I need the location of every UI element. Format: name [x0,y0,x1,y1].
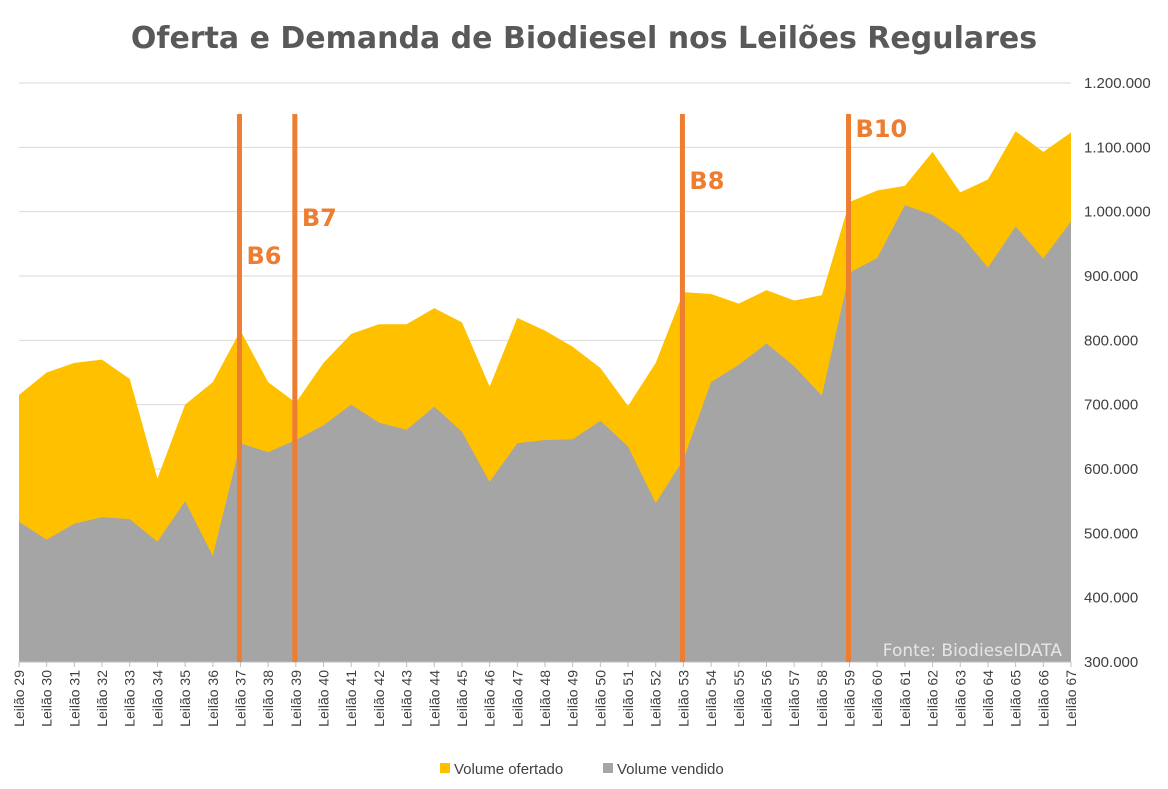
x-tick-label: Leilão 60 [869,670,885,727]
x-tick-label: Leilão 40 [316,670,332,727]
x-tick-label: Leilão 63 [952,670,968,727]
x-tick-label: Leilão 67 [1063,670,1079,727]
marker-label-b10: B10 [856,115,908,143]
legend-label: Volume ofertado [454,761,563,778]
x-tick-label: Leilão 38 [260,670,276,727]
y-tick-label: 1.200.000 [1084,75,1151,92]
x-tick-label: Leilão 57 [786,670,802,727]
x-tick-label: Leilão 66 [1035,670,1051,727]
legend: Volume ofertado Volume vendido [440,761,724,778]
chart-title: Oferta e Demanda de Biodiesel nos Leilõe… [131,21,1037,56]
x-tick-label: Leilão 46 [482,670,498,727]
y-tick-label: 400.000 [1084,590,1138,607]
y-tick-label: 700.000 [1084,397,1138,414]
area-volume-vendido [19,205,1071,663]
x-tick-label: Leilão 59 [842,670,858,727]
marker-label-b7: B7 [302,204,337,232]
y-axis-ticks: 1.200.000 1.100.000 1.000.000 900.000 800.00… [1084,75,1151,671]
y-tick-label: 1.000.000 [1084,204,1151,221]
x-tick-label: Leilão 34 [149,670,165,727]
x-tick-label: Leilão 56 [758,670,774,727]
x-tick-label: Leilão 32 [94,670,110,727]
x-tick-label: Leilão 58 [814,670,830,727]
x-tick-label: Leilão 55 [731,670,747,727]
y-tick-label: 800.000 [1084,332,1138,349]
legend-label: Volume vendido [617,761,724,778]
x-tick-label: Leilão 64 [980,670,996,727]
y-tick-label: 500.000 [1084,525,1138,542]
x-tick-label: Leilão 62 [925,670,941,727]
x-tick-label: Leilão 54 [703,670,719,727]
x-axis-ticks: Leilão 29 Leilão 30 Leilão 31 Leilão 32 Leil… [11,662,1079,727]
x-tick-label: Leilão 45 [454,670,470,727]
x-tick-label: Leilão 61 [897,670,913,727]
x-tick-label: Leilão 44 [426,670,442,727]
x-tick-label: Leilão 29 [11,670,27,727]
x-tick-label: Leilão 50 [592,670,608,727]
x-tick-label: Leilão 30 [39,670,55,727]
x-tick-label: Leilão 35 [177,670,193,727]
x-tick-label: Leilão 39 [288,670,304,727]
marker-label-b6: B6 [246,242,281,270]
x-tick-label: Leilão 52 [648,670,664,727]
source-label: Fonte: BiodieselDATA [883,641,1063,661]
y-tick-label: 900.000 [1084,268,1138,285]
y-tick-label: 1.100.000 [1084,139,1151,156]
x-tick-label: Leilão 48 [537,670,553,727]
x-tick-label: Leilão 31 [66,670,82,727]
x-tick-label: Leilão 53 [675,670,691,727]
mandate-markers: B6 B7 B8 B10 [236,114,908,662]
x-tick-label: Leilão 33 [122,670,138,727]
y-tick-label: 300.000 [1084,654,1138,671]
x-tick-label: Leilão 43 [399,670,415,727]
x-tick-label: Leilão 49 [565,670,581,727]
y-tick-label: 600.000 [1084,461,1138,478]
x-tick-label: Leilão 65 [1008,670,1024,727]
x-tick-label: Leilão 41 [343,670,359,727]
marker-label-b8: B8 [689,167,724,195]
legend-swatch [440,763,450,773]
x-tick-label: Leilão 42 [371,670,387,727]
x-tick-label: Leilão 47 [509,670,525,727]
x-tick-label: Leilão 37 [232,670,248,727]
x-tick-label: Leilão 36 [205,670,221,727]
plot-areas [19,131,1071,663]
legend-swatch [603,763,613,773]
x-tick-label: Leilão 51 [620,670,636,727]
